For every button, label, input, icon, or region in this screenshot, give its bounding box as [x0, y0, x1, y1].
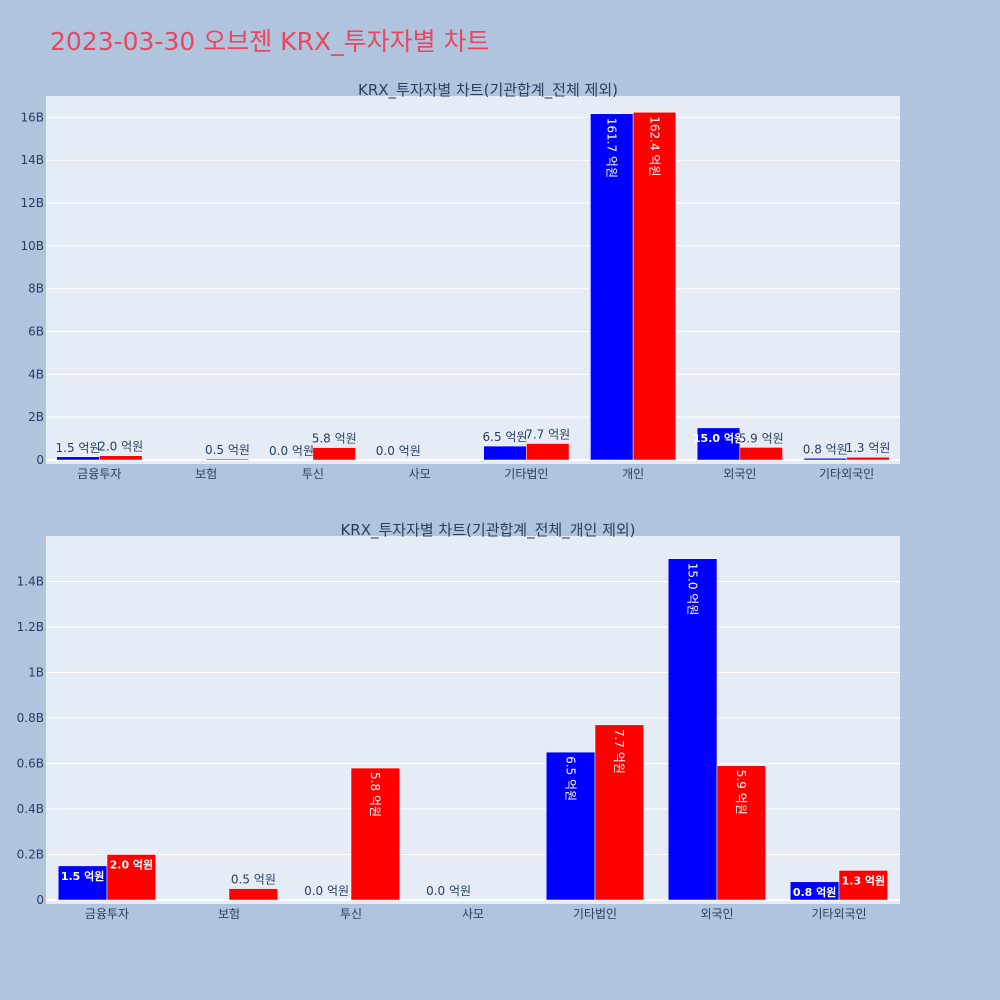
data-label: 1.5 억원 [61, 869, 105, 883]
y-tick-label: 0 [36, 893, 44, 907]
bar [590, 113, 634, 461]
bar [99, 455, 143, 461]
data-label: 0.5 억원 [205, 443, 250, 457]
bar [228, 888, 279, 901]
data-label: 7.7 억원 [525, 428, 570, 442]
bar [526, 443, 570, 461]
data-label: 5.9 억원 [739, 431, 784, 445]
data-label: 0.0 억원 [426, 884, 471, 898]
x-tick-label: 투신 [340, 907, 362, 921]
data-label: 0.8 억원 [803, 442, 848, 456]
y-tick-label: 0.4B [17, 802, 44, 816]
y-tick-label: 4B [28, 367, 44, 381]
data-label: 0.0 억원 [376, 444, 421, 458]
bar [205, 458, 250, 461]
x-tick-label: 투신 [302, 467, 324, 481]
data-label: 5.8 억원 [368, 772, 382, 817]
x-tick-label: 금융투자 [77, 467, 121, 481]
chart-title: KRX_투자자별 차트(기관합계_전체 제외) [358, 81, 618, 100]
x-tick-label: 기타외국인 [819, 467, 874, 481]
bar [739, 447, 783, 461]
chart-1: 0 2B 4B 6B 8B 10B 12B 14B 16B KRX_투자자별 차트(기관합계_전체… [20, 81, 900, 481]
data-label: 2.0 억원 [110, 858, 154, 872]
data-label: 1.3 억원 [845, 441, 890, 455]
y-tick-label: 6B [28, 325, 44, 339]
x-tick-label: 외국인 [700, 907, 733, 921]
bar [545, 751, 596, 901]
bar [632, 112, 677, 461]
x-tick-label: 사모 [409, 467, 431, 481]
data-label: 0.8 억원 [793, 885, 837, 899]
plot-area [46, 96, 900, 464]
page-title: 2023-03-30 오브젠 KRX_투자자별 차트 [50, 27, 490, 56]
y-tick-label: 0.2B [17, 848, 44, 862]
y-tick-label: 10B [20, 239, 44, 253]
plot-area [46, 536, 900, 904]
x-tick-label: 보험 [218, 907, 240, 921]
data-label: 6.5 억원 [483, 430, 528, 444]
bar [838, 870, 889, 901]
y-tick-label: 14B [20, 153, 44, 167]
bar [846, 456, 890, 461]
x-tick-label: 개인 [622, 467, 644, 481]
data-label: 7.7 억원 [612, 729, 626, 774]
y-tick-label: 16B [20, 110, 44, 124]
data-label: 2.0 억원 [98, 440, 143, 454]
data-label: 5.8 억원 [312, 432, 357, 446]
bar [106, 854, 157, 901]
x-tick-label: 기타외국인 [811, 907, 866, 921]
chart-2: 0 0.2B 0.4B 0.6B 0.8B 1B 1.2B 1.4B KRX_투자자별 차트(기… [17, 521, 900, 921]
chart-title: KRX_투자자별 차트(기관합계_전체_개인 제외) [340, 521, 635, 540]
data-label: 0.5 억원 [231, 873, 276, 887]
bar [56, 456, 100, 461]
data-label: 5.9 억원 [734, 770, 748, 815]
bar [716, 765, 767, 901]
bar [594, 724, 645, 901]
x-tick-label: 기타법인 [573, 907, 617, 921]
bar [312, 447, 356, 461]
y-tick-label: 1B [28, 666, 44, 680]
data-label: 0.0 억원 [269, 444, 314, 458]
y-tick-label: 0.8B [17, 711, 44, 725]
bar [350, 767, 401, 901]
x-tick-label: 사모 [462, 907, 484, 921]
data-label: 1.3 억원 [842, 873, 886, 887]
data-label: 161.7 억원 [605, 118, 619, 178]
bar [803, 458, 847, 461]
data-label: 15.0 억원 [685, 563, 699, 616]
data-label: 6.5 억원 [563, 756, 577, 801]
x-tick-label: 기타법인 [504, 467, 548, 481]
data-label: 0.0 억원 [304, 884, 349, 898]
x-tick-label: 금융투자 [85, 907, 129, 921]
bar [483, 445, 527, 461]
y-tick-label: 1.4B [17, 575, 44, 589]
y-tick-label: 8B [28, 282, 44, 296]
data-label: 162.4 억원 [647, 116, 661, 176]
y-tick-label: 1.2B [17, 620, 44, 634]
data-label: 15.0 억원 [693, 431, 744, 445]
y-tick-label: 12B [20, 196, 44, 210]
y-tick-label: 2B [28, 410, 44, 424]
x-tick-label: 보험 [195, 467, 217, 481]
data-label: 1.5 억원 [56, 441, 101, 455]
y-tick-label: 0.6B [17, 757, 44, 771]
bar [696, 427, 741, 461]
bar [667, 558, 718, 901]
x-tick-label: 외국인 [723, 467, 756, 481]
y-tick-label: 0 [36, 453, 44, 467]
